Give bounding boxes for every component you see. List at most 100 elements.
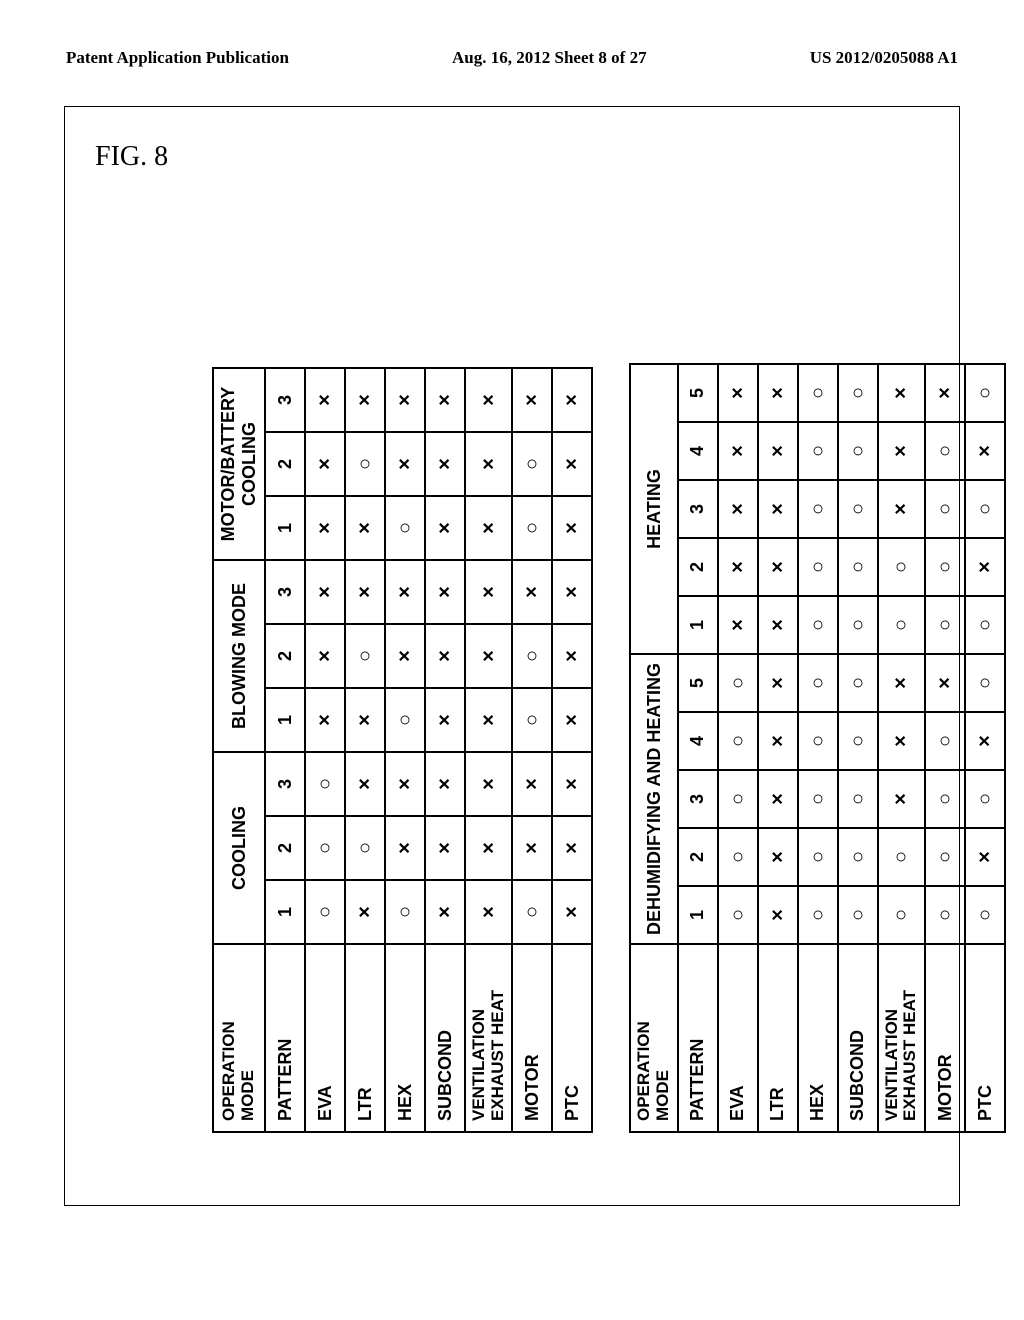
row-6-col-6: × xyxy=(965,538,1005,596)
pattern-num-2-1: 2 xyxy=(265,432,305,496)
row-3-col-2: × xyxy=(425,752,465,816)
row-5-col-7: ○ xyxy=(925,480,965,538)
row-6-col-1: × xyxy=(553,816,593,880)
row-0-col-6: × xyxy=(305,496,345,560)
row-1-col-5: × xyxy=(758,596,798,654)
row-0-col-3: × xyxy=(305,688,345,752)
row-3-label: SUBCOND xyxy=(838,944,878,1132)
row-4-col-2: × xyxy=(878,770,925,828)
operation-mode-header: OPERATIONMODE xyxy=(631,944,678,1132)
row-5-col-9: × xyxy=(925,364,965,422)
row-5-col-4: ○ xyxy=(513,624,553,688)
row-3-col-7: ○ xyxy=(838,480,878,538)
row-4-col-7: × xyxy=(465,432,512,496)
row-2-col-5: ○ xyxy=(798,596,838,654)
row-5-col-0: ○ xyxy=(925,886,965,944)
row-3-col-1: × xyxy=(425,816,465,880)
pattern-num-0-0: 1 xyxy=(265,880,305,944)
row-3-col-2: ○ xyxy=(838,770,878,828)
row-2-col-1: × xyxy=(385,816,425,880)
row-3-col-4: ○ xyxy=(838,654,878,712)
row-3-col-4: × xyxy=(425,624,465,688)
row-3-col-6: × xyxy=(425,496,465,560)
row-2-col-4: × xyxy=(385,624,425,688)
mode-group-0: DEHUMIDIFYING AND HEATING xyxy=(631,654,678,944)
row-3-col-5: ○ xyxy=(838,596,878,654)
row-0-label: EVA xyxy=(718,944,758,1132)
pattern-num-0-1: 2 xyxy=(265,816,305,880)
row-4-col-3: × xyxy=(878,712,925,770)
header-center: Aug. 16, 2012 Sheet 8 of 27 xyxy=(289,48,810,68)
row-6-col-4: ○ xyxy=(965,654,1005,712)
mode-group-1: BLOWING MODE xyxy=(213,560,265,752)
row-6-col-5: × xyxy=(553,560,593,624)
header-left: Patent Application Publication xyxy=(66,48,289,68)
row-2-col-7: × xyxy=(385,432,425,496)
row-0-col-0: ○ xyxy=(305,880,345,944)
row-1-label: LTR xyxy=(345,944,385,1132)
row-3-col-0: × xyxy=(425,880,465,944)
row-1-col-9: × xyxy=(758,364,798,422)
row-2-col-4: ○ xyxy=(798,654,838,712)
pattern-num-0-3: 4 xyxy=(678,712,718,770)
row-5-label: MOTOR xyxy=(513,944,553,1132)
row-2-col-9: ○ xyxy=(798,364,838,422)
row-3-col-9: ○ xyxy=(838,364,878,422)
row-6-col-2: × xyxy=(553,752,593,816)
row-6-col-0: ○ xyxy=(965,886,1005,944)
row-0-col-7: × xyxy=(305,432,345,496)
row-1-col-8: × xyxy=(345,368,385,432)
mode-group-1: HEATING xyxy=(631,364,678,654)
row-2-col-2: × xyxy=(385,752,425,816)
row-2-col-8: ○ xyxy=(798,422,838,480)
row-5-col-4: × xyxy=(925,654,965,712)
row-2-col-3: ○ xyxy=(385,688,425,752)
row-4-col-0: ○ xyxy=(878,886,925,944)
row-0-col-4: × xyxy=(305,624,345,688)
pattern-num-1-0: 1 xyxy=(678,596,718,654)
row-3-col-6: ○ xyxy=(838,538,878,596)
row-0-col-2: ○ xyxy=(305,752,345,816)
row-1-col-8: × xyxy=(758,422,798,480)
pattern-num-1-1: 2 xyxy=(265,624,305,688)
row-4-col-7: × xyxy=(878,480,925,538)
row-5-col-1: × xyxy=(513,816,553,880)
row-4-col-1: × xyxy=(465,816,512,880)
row-5-col-8: × xyxy=(513,368,553,432)
row-6-label: PTC xyxy=(965,944,1005,1132)
row-1-col-6: × xyxy=(758,538,798,596)
row-4-label: VENTILATIONEXHAUST HEAT xyxy=(465,944,512,1132)
row-1-label: LTR xyxy=(758,944,798,1132)
row-2-label: HEX xyxy=(385,944,425,1132)
row-0-col-1: ○ xyxy=(718,828,758,886)
row-4-col-0: × xyxy=(465,880,512,944)
row-1-col-0: × xyxy=(758,886,798,944)
row-1-col-3: × xyxy=(758,712,798,770)
row-2-col-8: × xyxy=(385,368,425,432)
row-0-col-2: ○ xyxy=(718,770,758,828)
row-4-col-8: × xyxy=(465,368,512,432)
row-5-col-6: ○ xyxy=(513,496,553,560)
table-top: OPERATIONMODECOOLINGBLOWING MODEMOTOR/BA… xyxy=(212,367,593,1133)
row-2-col-3: ○ xyxy=(798,712,838,770)
row-3-col-0: ○ xyxy=(838,886,878,944)
figure-box: FIG. 8 OPERATIONMODECOOLINGBLOWING MODEM… xyxy=(64,106,960,1206)
row-6-col-6: × xyxy=(553,496,593,560)
row-1-col-1: × xyxy=(758,828,798,886)
pattern-num-2-2: 3 xyxy=(265,368,305,432)
pattern-num-1-3: 4 xyxy=(678,422,718,480)
pattern-num-0-2: 3 xyxy=(265,752,305,816)
figure-label: FIG. 8 xyxy=(95,133,168,173)
row-6-col-5: ○ xyxy=(965,596,1005,654)
row-0-col-3: ○ xyxy=(718,712,758,770)
pattern-header: PATTERN xyxy=(678,944,718,1132)
row-1-col-3: × xyxy=(345,688,385,752)
mode-group-2: MOTOR/BATTERYCOOLING xyxy=(213,368,265,560)
row-0-col-0: ○ xyxy=(718,886,758,944)
table-bottom: OPERATIONMODEDEHUMIDIFYING AND HEATINGHE… xyxy=(630,363,1007,1133)
pattern-header: PATTERN xyxy=(265,944,305,1132)
row-0-col-1: ○ xyxy=(305,816,345,880)
pattern-num-2-0: 1 xyxy=(265,496,305,560)
row-0-col-4: ○ xyxy=(718,654,758,712)
row-4-col-3: × xyxy=(465,688,512,752)
